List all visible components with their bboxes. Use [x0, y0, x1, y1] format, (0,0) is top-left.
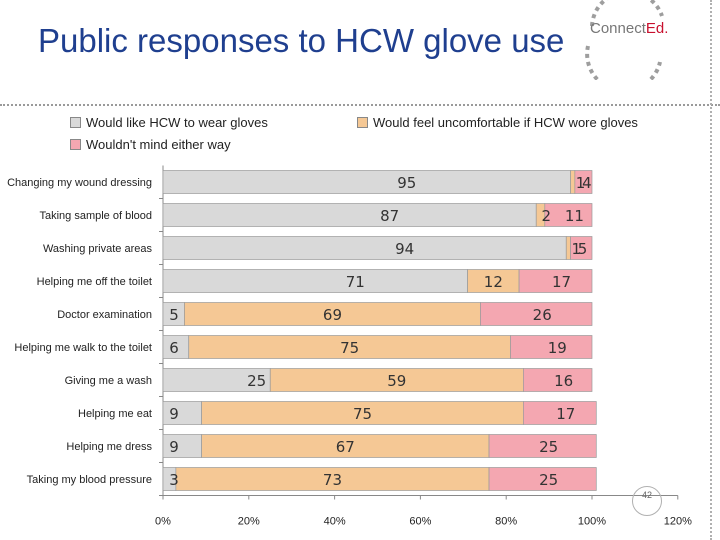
data-label-gloves: 25 [247, 372, 266, 390]
legend-swatch-gloves [70, 117, 81, 128]
data-label-gloves: 9 [169, 405, 179, 423]
x-tick-label: 20% [238, 516, 260, 528]
bar-uncomfortable [565, 236, 571, 260]
page-number: 42 [632, 486, 662, 516]
data-label-either: 26 [533, 306, 552, 324]
category-label: Taking sample of blood [39, 210, 152, 222]
x-tick-label: 40% [324, 516, 346, 528]
data-label-either: 19 [548, 339, 567, 357]
legend-label-either: Wouldn't mind either way [86, 137, 231, 152]
category-label: Helping me off the toilet [37, 276, 152, 288]
category-label: Giving me a wash [65, 375, 152, 387]
data-label-either: 11 [565, 207, 584, 225]
bar-either [574, 170, 593, 194]
legend-label-gloves: Would like HCW to wear gloves [86, 115, 268, 130]
data-label-uncomfortable: 1 [576, 174, 586, 192]
legend-item-either: Wouldn't mind either way [70, 137, 231, 152]
bar-either [518, 269, 593, 293]
bar-uncomfortable [570, 170, 576, 194]
bar-either [523, 368, 593, 392]
legend-item-gloves: Would like HCW to wear gloves [70, 115, 268, 130]
page-title: Public responses to HCW glove use [38, 22, 565, 59]
data-label-uncomfortable: 12 [484, 273, 503, 291]
data-label-either: 4 [582, 174, 592, 192]
x-tick-label: 60% [409, 516, 431, 528]
data-label-either: 25 [539, 438, 558, 456]
data-label-either: 5 [578, 240, 588, 258]
data-label-gloves: 87 [380, 207, 399, 225]
data-label-uncomfortable: 75 [353, 405, 372, 423]
data-label-uncomfortable: 67 [336, 438, 355, 456]
category-label: Taking my blood pressure [27, 474, 152, 486]
category-label: Changing my wound dressing [7, 177, 152, 189]
data-label-gloves: 95 [397, 174, 416, 192]
data-label-uncomfortable: 1 [571, 240, 581, 258]
header-divider [0, 104, 720, 106]
bar-either [570, 236, 593, 260]
bar-gloves [162, 269, 468, 293]
data-label-uncomfortable: 59 [387, 372, 406, 390]
legend-label-uncomfortable: Would feel uncomfortable if HCW wore glo… [373, 115, 638, 130]
data-label-uncomfortable: 2 [541, 207, 551, 225]
data-label-uncomfortable: 69 [323, 306, 342, 324]
category-label: Doctor examination [57, 309, 152, 321]
data-label-gloves: 6 [169, 339, 179, 357]
legend-swatch-uncomfortable [357, 117, 368, 128]
data-label-gloves: 71 [346, 273, 365, 291]
category-label: Helping me walk to the toilet [14, 342, 152, 354]
data-label-either: 17 [556, 405, 575, 423]
data-label-either: 16 [554, 372, 573, 390]
data-label-uncomfortable: 73 [323, 471, 342, 489]
data-label-either: 25 [539, 471, 558, 489]
x-tick-label: 120% [664, 516, 692, 528]
data-label-gloves: 3 [169, 471, 179, 489]
bar-either [544, 203, 593, 227]
bar-either [480, 302, 593, 326]
bar-either [488, 467, 597, 491]
bar-either [510, 335, 593, 359]
bar-gloves [162, 170, 571, 194]
category-label: Helping me dress [66, 441, 152, 453]
data-label-uncomfortable: 75 [340, 339, 359, 357]
bar-gloves [162, 236, 567, 260]
legend-item-uncomfortable: Would feel uncomfortable if HCW wore glo… [357, 115, 638, 130]
data-label-gloves: 5 [169, 306, 179, 324]
data-label-gloves: 9 [169, 438, 179, 456]
bar-either [523, 401, 597, 425]
category-label: Helping me eat [78, 408, 152, 420]
bar-gloves [162, 203, 537, 227]
bar-either [488, 434, 597, 458]
category-label: Washing private areas [43, 243, 153, 255]
logo: ConnectEd. [590, 20, 669, 37]
right-divider [710, 0, 712, 540]
logo-ring [585, 0, 664, 80]
legend-swatch-either [70, 139, 81, 150]
data-label-either: 17 [552, 273, 571, 291]
x-tick-label: 0% [155, 516, 171, 528]
x-tick-label: 100% [578, 516, 606, 528]
data-label-gloves: 94 [395, 240, 414, 258]
x-tick-label: 80% [495, 516, 517, 528]
